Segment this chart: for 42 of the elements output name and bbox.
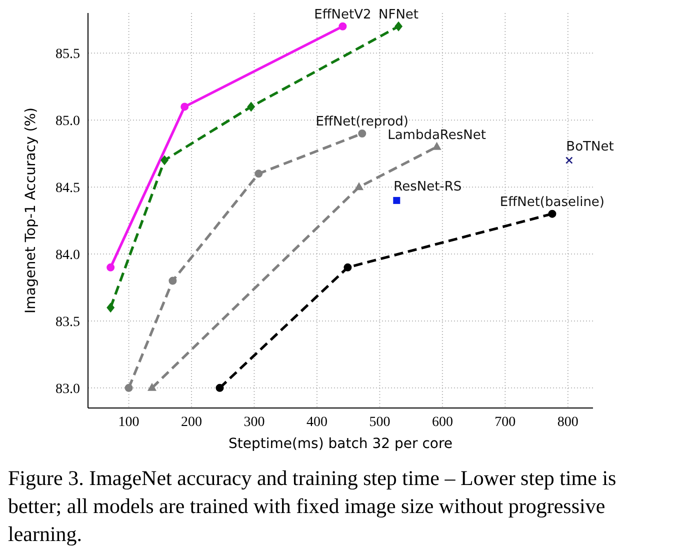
- x-tick-label: 300: [244, 414, 265, 430]
- series-label: LambdaResNet: [388, 128, 486, 143]
- x-tick-label: 600: [432, 414, 453, 430]
- point: [548, 210, 556, 218]
- point: [393, 196, 400, 204]
- point: [147, 382, 156, 391]
- point: [247, 102, 256, 112]
- point: [168, 276, 177, 285]
- y-tick-label: 84.5: [56, 181, 80, 196]
- point: [344, 263, 352, 272]
- x-tick-label: 400: [306, 414, 328, 430]
- point: [566, 156, 573, 164]
- point: [160, 155, 169, 166]
- x-axis-title: Steptime(ms) batch 32 per core: [228, 436, 453, 452]
- point: [254, 170, 263, 178]
- x-tick-label: 200: [181, 414, 202, 430]
- series-label: EffNet(baseline): [500, 194, 605, 210]
- x-tick-label: 800: [557, 414, 578, 430]
- caption: Figure 3. ImageNet accuracy and training step time – Lower step time is better; all models are trained with fixed image size without progressive learning.: [8, 465, 618, 548]
- series-label: BoTNet: [566, 139, 614, 154]
- point: [180, 102, 189, 111]
- y-tick-label: 83.0: [56, 382, 80, 397]
- y-tick-label: 83.5: [56, 314, 80, 330]
- y-tick-label: 84.0: [56, 248, 80, 263]
- x-tick-label: 700: [494, 414, 516, 430]
- series-label: NFNet: [378, 7, 419, 22]
- series-label: EffNet(reprod): [316, 114, 408, 130]
- point: [338, 22, 347, 30]
- point: [354, 182, 364, 190]
- y-tick-label: 85.5: [56, 47, 80, 62]
- point: [124, 384, 133, 392]
- point: [106, 263, 115, 272]
- x-tick-label: 500: [369, 414, 390, 430]
- series-label: ResNet-RS: [394, 179, 462, 194]
- point: [106, 302, 115, 313]
- series-label: EffNetV2: [314, 7, 372, 22]
- y-tick-label: 85.0: [56, 114, 80, 130]
- y-axis-title: Imagenet Top-1 Accuracy (%): [22, 108, 39, 314]
- point: [394, 21, 403, 32]
- x-tick-label: 100: [118, 414, 140, 430]
- point: [216, 384, 224, 392]
- point: [358, 130, 366, 138]
